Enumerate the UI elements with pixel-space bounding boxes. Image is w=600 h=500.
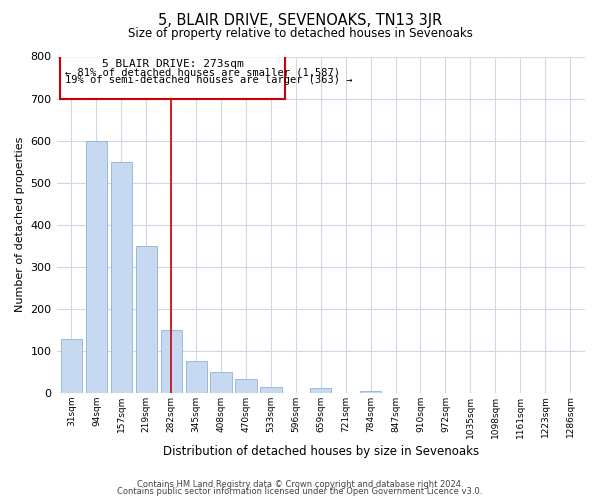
Text: Contains HM Land Registry data © Crown copyright and database right 2024.: Contains HM Land Registry data © Crown c… <box>137 480 463 489</box>
Bar <box>86 140 107 392</box>
Y-axis label: Number of detached properties: Number of detached properties <box>15 137 25 312</box>
X-axis label: Distribution of detached houses by size in Sevenoaks: Distribution of detached houses by size … <box>163 444 479 458</box>
Bar <box>235 379 257 392</box>
Bar <box>260 387 281 392</box>
Bar <box>360 390 381 392</box>
Bar <box>161 330 182 392</box>
Text: Size of property relative to detached houses in Sevenoaks: Size of property relative to detached ho… <box>128 28 472 40</box>
Text: ← 81% of detached houses are smaller (1,587): ← 81% of detached houses are smaller (1,… <box>65 67 340 77</box>
Bar <box>111 162 132 392</box>
Bar <box>60 56 284 98</box>
Bar <box>61 339 82 392</box>
Text: 5 BLAIR DRIVE: 273sqm: 5 BLAIR DRIVE: 273sqm <box>101 60 244 70</box>
Text: 19% of semi-detached houses are larger (363) →: 19% of semi-detached houses are larger (… <box>65 75 353 85</box>
Bar <box>136 246 157 392</box>
Bar <box>185 361 207 392</box>
Bar <box>211 372 232 392</box>
Text: Contains public sector information licensed under the Open Government Licence v3: Contains public sector information licen… <box>118 488 482 496</box>
Bar <box>310 388 331 392</box>
Text: 5, BLAIR DRIVE, SEVENOAKS, TN13 3JR: 5, BLAIR DRIVE, SEVENOAKS, TN13 3JR <box>158 12 442 28</box>
